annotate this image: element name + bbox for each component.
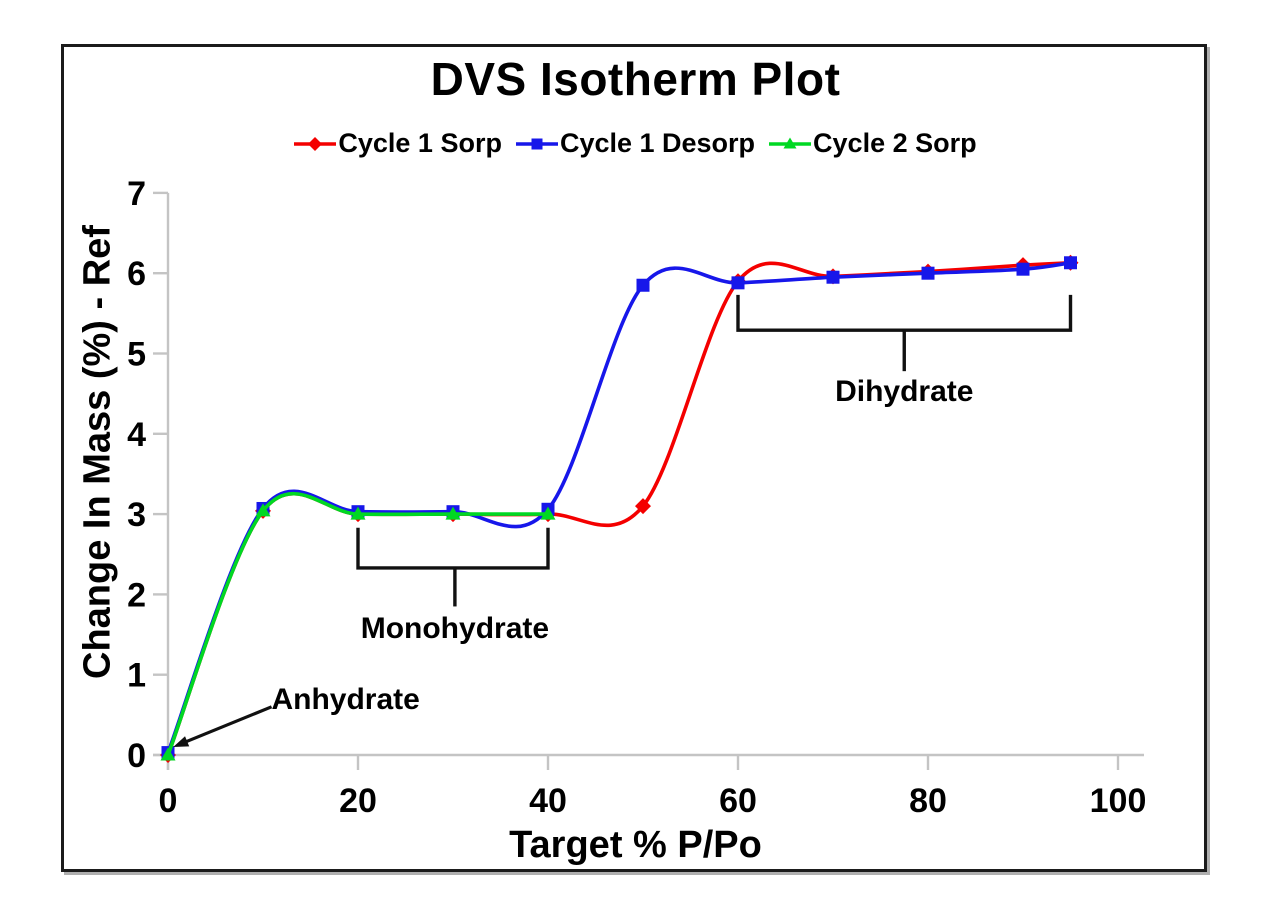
legend-swatch-marker	[308, 136, 323, 151]
annotation-label-anhydrate: Anhydrate	[271, 682, 420, 716]
data-point-marker	[635, 498, 651, 515]
x-axis-title: Target % P/Po	[509, 824, 762, 866]
annotation-label-dihydrate: Dihydrate	[835, 375, 974, 409]
series-line	[166, 491, 550, 757]
legend-label: Cycle 1 Desorp	[559, 128, 756, 158]
legend-swatch-marker	[783, 137, 797, 148]
cycle2-sorp-marker-icon	[769, 137, 812, 148]
y-tick-label: 3	[127, 496, 146, 534]
data-point-marker	[445, 506, 461, 520]
cycle1-desorp-marker-icon	[515, 138, 558, 149]
x-tick-label: 0	[159, 782, 178, 820]
y-tick-label: 4	[127, 416, 146, 454]
data-point-marker	[731, 276, 745, 290]
legend-item-cycle1-sorp: Cycle 1 Sorp	[294, 128, 502, 159]
y-tick-label: 6	[127, 255, 146, 293]
y-tick-label: 2	[127, 576, 146, 614]
data-point-marker	[1064, 256, 1077, 270]
data-point-marker	[160, 747, 176, 761]
legend-label: Cycle 1 Sorp	[338, 128, 502, 158]
data-point-marker	[540, 506, 556, 520]
legend: Cycle 1 Sorp Cycle 1 Desorp Cycle 2 Sorp	[0, 128, 1271, 159]
series-line	[166, 260, 1073, 755]
x-tick-label: 60	[719, 782, 757, 820]
series-line	[166, 260, 1073, 757]
chart-frame	[61, 44, 1207, 872]
y-tick-label: 0	[127, 737, 146, 775]
legend-item-cycle1-desorp: Cycle 1 Desorp	[515, 128, 756, 159]
legend-swatch-marker	[531, 138, 543, 149]
legend-label: Cycle 2 Sorp	[813, 128, 977, 158]
data-point-marker	[255, 503, 271, 517]
legend-item-cycle2-sorp: Cycle 2 Sorp	[769, 128, 977, 159]
x-tick-label: 80	[909, 782, 947, 820]
x-tick-label: 40	[529, 782, 567, 820]
chart-title: DVS Isotherm Plot	[430, 53, 841, 105]
annotation-label-monohydrate: Monohydrate	[360, 611, 550, 645]
annotation-arrow-line	[180, 705, 273, 746]
cycle1-sorp-marker-icon	[294, 136, 337, 151]
data-point-marker	[350, 506, 366, 520]
data-point-marker	[636, 278, 650, 292]
y-tick-label: 1	[127, 657, 146, 695]
y-tick-label: 7	[127, 175, 146, 213]
bracket-shape	[356, 527, 550, 570]
data-point-marker	[826, 270, 840, 284]
x-tick-label: 20	[339, 782, 377, 820]
annotation-arrowhead	[173, 736, 190, 747]
bracket-shape	[736, 294, 1073, 332]
y-tick-label: 5	[127, 336, 146, 374]
x-tick-label: 100	[1090, 782, 1147, 820]
y-axis-title: Change In Mass (%) - Ref	[76, 225, 119, 679]
data-point-marker	[921, 266, 935, 280]
data-point-marker	[1016, 262, 1030, 276]
